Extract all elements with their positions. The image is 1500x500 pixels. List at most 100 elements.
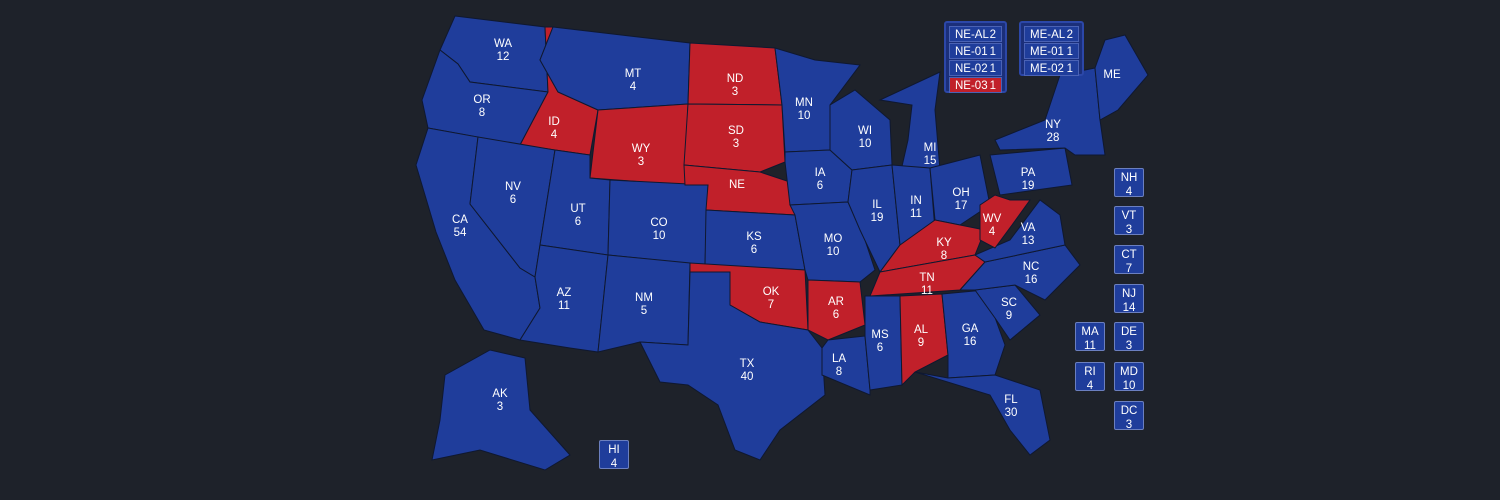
district-votes: 2 [1066, 29, 1073, 41]
district-row-ne-02[interactable]: NE-02 1 [949, 60, 1002, 76]
state-votes-ms: 6 [877, 342, 883, 354]
district-label: ME-AL [1030, 29, 1066, 41]
state-box-abbr: RI [1084, 366, 1096, 378]
state-oh[interactable] [929, 154, 991, 226]
state-votes-ga: 16 [964, 336, 977, 348]
state-votes-ut: 6 [575, 216, 581, 228]
state-votes-az: 11 [558, 300, 570, 312]
district-row-ne-01[interactable]: NE-01 1 [949, 43, 1002, 59]
state-va[interactable] [973, 199, 1066, 263]
state-abbr-sd: SD [728, 125, 744, 137]
state-box-nj[interactable]: NJ 14 [1114, 284, 1144, 314]
state-ny[interactable] [994, 67, 1106, 156]
state-box-dc[interactable]: DC 3 [1114, 401, 1144, 431]
district-label: NE-AL [955, 29, 989, 41]
state-al[interactable] [899, 293, 949, 387]
state-votes-sd: 3 [733, 138, 739, 150]
state-box-votes: 4 [610, 458, 618, 470]
state-votes-tn: 11 [921, 285, 933, 297]
state-box-votes: 4 [1125, 186, 1133, 198]
state-pa[interactable] [989, 147, 1073, 196]
state-box-nh[interactable]: NH 4 [1114, 168, 1144, 198]
state-votes-ks: 6 [751, 244, 757, 256]
state-votes-in: 11 [910, 208, 922, 220]
district-votes: 1 [989, 80, 996, 92]
state-votes-wy: 3 [638, 156, 644, 168]
state-sd[interactable] [683, 103, 786, 173]
district-votes: 1 [1066, 46, 1073, 58]
state-abbr-ne: NE [729, 179, 745, 191]
state-box-votes: 3 [1125, 419, 1133, 431]
district-label: ME-02 [1030, 63, 1064, 75]
state-votes-al: 9 [918, 337, 924, 349]
state-box-abbr: NJ [1121, 288, 1137, 300]
state-abbr-nd: ND [727, 73, 744, 85]
state-box-votes: 4 [1086, 380, 1094, 392]
district-votes: 1 [989, 63, 996, 75]
state-abbr-me: ME [1103, 69, 1121, 81]
state-abbr-ms: MS [871, 329, 889, 341]
state-box-vt[interactable]: VT 3 [1114, 206, 1144, 236]
state-abbr-ks: KS [746, 231, 762, 243]
district-label: NE-03 [955, 80, 988, 92]
state-ak[interactable] [431, 349, 571, 471]
state-votes-ca: 54 [454, 227, 467, 239]
state-abbr-il: IL [872, 199, 882, 211]
state-abbr-ny: NY [1045, 119, 1061, 131]
state-votes-ia: 6 [817, 180, 823, 192]
state-abbr-fl: FL [1004, 394, 1018, 406]
state-box-votes: 14 [1122, 302, 1136, 314]
state-box-ma[interactable]: MA 11 [1075, 322, 1105, 352]
state-box-md[interactable]: MD 10 [1114, 362, 1144, 392]
state-la[interactable] [821, 335, 871, 396]
state-box-votes: 7 [1125, 263, 1133, 275]
state-votes-ky: 8 [941, 250, 947, 262]
state-wv[interactable] [979, 194, 1031, 249]
state-abbr-ia: IA [815, 167, 826, 179]
state-ar[interactable] [807, 279, 866, 341]
state-votes-nv: 6 [510, 194, 516, 206]
state-abbr-az: AZ [557, 287, 572, 299]
district-row-me-al[interactable]: ME-AL 2 [1024, 26, 1079, 42]
state-me[interactable] [1094, 34, 1149, 121]
state-votes-nd: 3 [732, 86, 738, 98]
state-abbr-wy: WY [632, 143, 651, 155]
state-votes-oh: 17 [955, 200, 968, 212]
nebraska-district-panel: NE-AL 2 NE-01 1 NE-02 1 NE-03 1 [944, 21, 1007, 93]
district-row-me-01[interactable]: ME-01 1 [1024, 43, 1079, 59]
state-votes-ak: 3 [497, 401, 503, 413]
district-row-me-02[interactable]: ME-02 1 [1024, 60, 1079, 76]
state-fl[interactable] [914, 371, 1051, 456]
district-label: NE-01 [955, 46, 988, 58]
state-abbr-wa: WA [494, 38, 512, 50]
district-row-ne-03[interactable]: NE-03 1 [949, 77, 1002, 93]
state-tx[interactable] [639, 271, 826, 461]
state-box-hi[interactable]: HI 4 [599, 440, 629, 470]
state-abbr-co: CO [650, 217, 667, 229]
state-box-abbr: NH [1120, 172, 1138, 184]
state-abbr-mn: MN [795, 97, 813, 109]
state-votes-co: 10 [653, 230, 666, 242]
state-abbr-ar: AR [828, 296, 844, 308]
state-box-ri[interactable]: RI 4 [1075, 362, 1105, 392]
state-box-abbr: DC [1120, 405, 1138, 417]
district-votes: 1 [989, 46, 996, 58]
state-box-de[interactable]: DE 3 [1114, 322, 1144, 352]
state-abbr-mi: MI [924, 142, 937, 154]
state-abbr-mt: MT [625, 68, 642, 80]
state-votes-mi: 15 [924, 155, 937, 167]
state-votes-nc: 16 [1025, 274, 1038, 286]
state-votes-pa: 19 [1022, 180, 1035, 192]
district-row-ne-al[interactable]: NE-AL 2 [949, 26, 1002, 42]
state-shapes [415, 15, 1149, 471]
state-abbr-nv: NV [505, 181, 521, 193]
state-votes-va: 13 [1022, 235, 1035, 247]
state-abbr-in: IN [910, 195, 922, 207]
state-abbr-ok: OK [763, 286, 780, 298]
state-votes-fl: 30 [1005, 407, 1018, 419]
state-abbr-pa: PA [1021, 167, 1036, 179]
state-ms[interactable] [864, 295, 903, 391]
state-box-ct[interactable]: CT 7 [1114, 245, 1144, 275]
